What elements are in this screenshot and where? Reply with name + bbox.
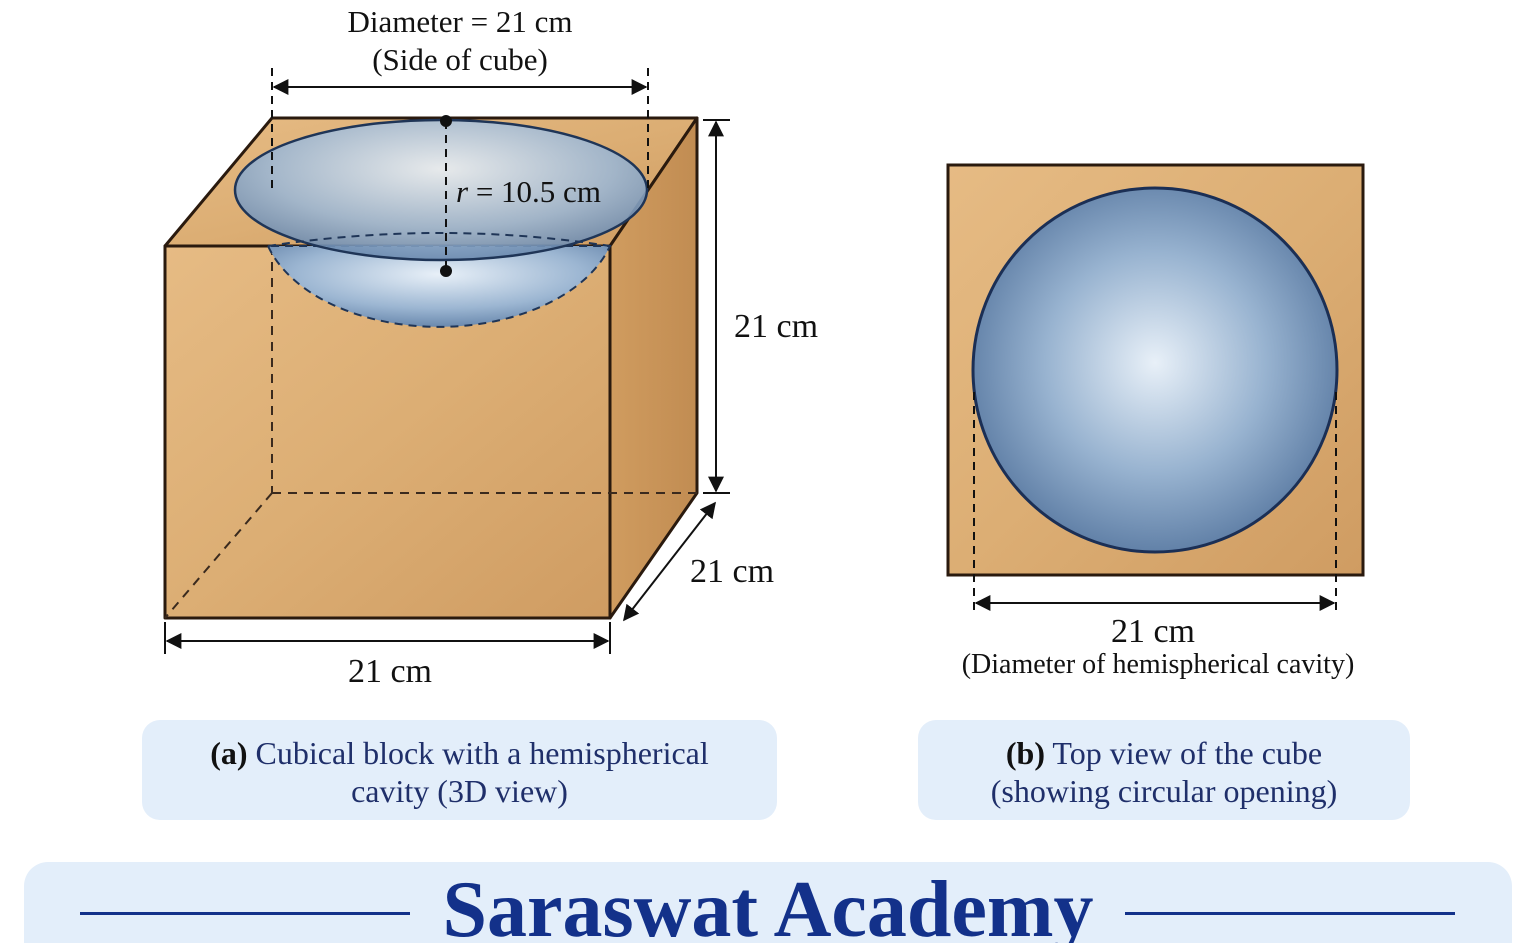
caption-b-line: (showing circular opening)	[990, 773, 1338, 809]
top-width-note: (Diameter of hemispherical cavity)	[962, 649, 1355, 680]
dimension-lines	[164, 68, 730, 654]
footer-rule	[1125, 912, 1455, 915]
caption-b-label: (b)	[1005, 735, 1045, 771]
caption-a-label: (a)	[210, 735, 248, 771]
diameter-note: (Side of cube)	[372, 42, 548, 77]
caption-a-line: Cubical block with a hemispherical	[255, 735, 709, 771]
footer-rule	[80, 912, 410, 915]
top-width-label: 21 cm	[1111, 613, 1195, 650]
top-dimension	[973, 392, 1337, 612]
caption-b-line: Top view of the cube	[1052, 735, 1323, 771]
caption-b: (b) Top view of the cube (showing circul…	[918, 720, 1410, 820]
height-label: 21 cm	[734, 308, 818, 345]
radius-symbol: r	[456, 174, 469, 209]
hemisphere	[233, 115, 649, 328]
caption-a-line: cavity (3D view)	[351, 773, 568, 809]
hidden-edges	[164, 246, 697, 619]
footer-title: Saraswat Academy	[442, 866, 1094, 943]
top-circle	[971, 186, 1339, 554]
depth-label: 21 cm	[690, 553, 774, 590]
width-label: 21 cm	[348, 653, 432, 690]
radius-value: = 10.5 cm	[476, 174, 601, 209]
footer	[24, 862, 1512, 943]
caption-a: (a) Cubical block with a hemispherical c…	[142, 720, 777, 820]
radius-label: r = 10.5 cm	[456, 174, 601, 209]
diameter-label: Diameter = 21 cm	[348, 4, 573, 39]
